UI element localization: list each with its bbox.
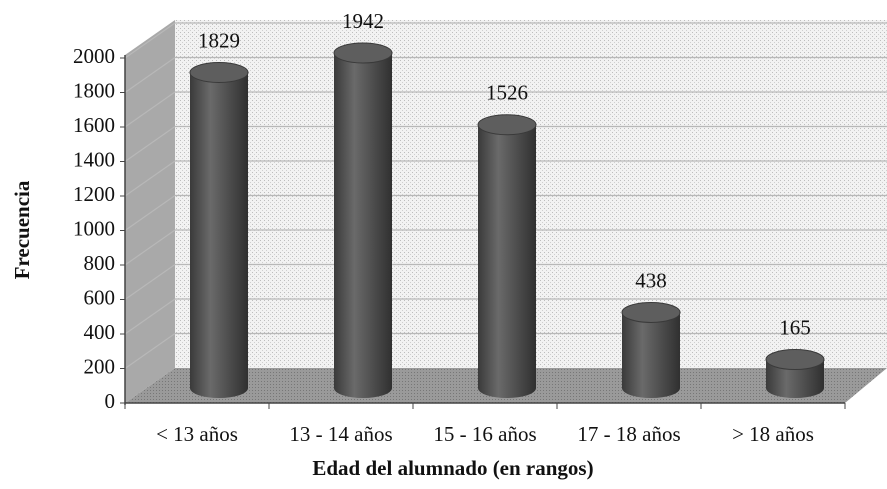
value-label: 438 [635, 268, 667, 292]
cylinder-body [190, 72, 248, 398]
cylinder-body [622, 312, 680, 398]
grid-line [124, 333, 176, 369]
bar [621, 301, 681, 398]
cylinder-body [334, 53, 392, 398]
x-tick-label: < 13 años [156, 422, 238, 446]
bar [765, 349, 825, 398]
grid-line [124, 126, 176, 162]
bar [189, 61, 249, 398]
value-label: 165 [779, 315, 811, 339]
y-tick-label: 1600 [73, 113, 115, 137]
cylinder-top [333, 42, 393, 64]
y-tick-label: 800 [84, 251, 116, 275]
cylinder-top [189, 61, 249, 83]
x-tick-label: 15 - 16 años [433, 422, 536, 446]
grid-line [124, 160, 176, 197]
grid-line [124, 91, 176, 128]
grid-line [124, 195, 176, 231]
grid-line [124, 264, 176, 300]
grid-line [124, 298, 176, 335]
cylinder-body [478, 124, 536, 398]
side-wall [125, 20, 175, 403]
grid-line [124, 22, 176, 59]
y-tick-label: 2000 [73, 44, 115, 68]
cylinder-body [766, 359, 824, 398]
grid-line [124, 229, 176, 266]
y-axis-title: Frecuencia [10, 180, 34, 279]
x-axis-title: Edad del alumnado (en rangos) [312, 456, 593, 480]
y-tick-label: 1000 [73, 216, 115, 240]
x-tick-label: 17 - 18 años [577, 422, 680, 446]
y-tick-label: 1800 [73, 78, 115, 102]
cylinder-top [477, 114, 537, 136]
y-tick-label: 1200 [73, 182, 115, 206]
bar [333, 42, 393, 398]
y-tick-label: 1400 [73, 147, 115, 171]
y-tick-label: 600 [84, 285, 116, 309]
y-tick-label: 0 [105, 389, 116, 413]
value-label: 1829 [198, 28, 240, 52]
y-tick-label: 200 [84, 354, 116, 378]
value-label: 1526 [486, 81, 528, 105]
grid-line [124, 57, 176, 93]
x-tick-label: > 18 años [732, 422, 814, 446]
x-tick-label: 13 - 14 años [289, 422, 392, 446]
bar [477, 114, 537, 398]
cylinder-top [621, 301, 681, 323]
value-label: 1942 [342, 9, 384, 33]
y-tick-label: 400 [84, 320, 116, 344]
cylinder-top [765, 349, 825, 371]
